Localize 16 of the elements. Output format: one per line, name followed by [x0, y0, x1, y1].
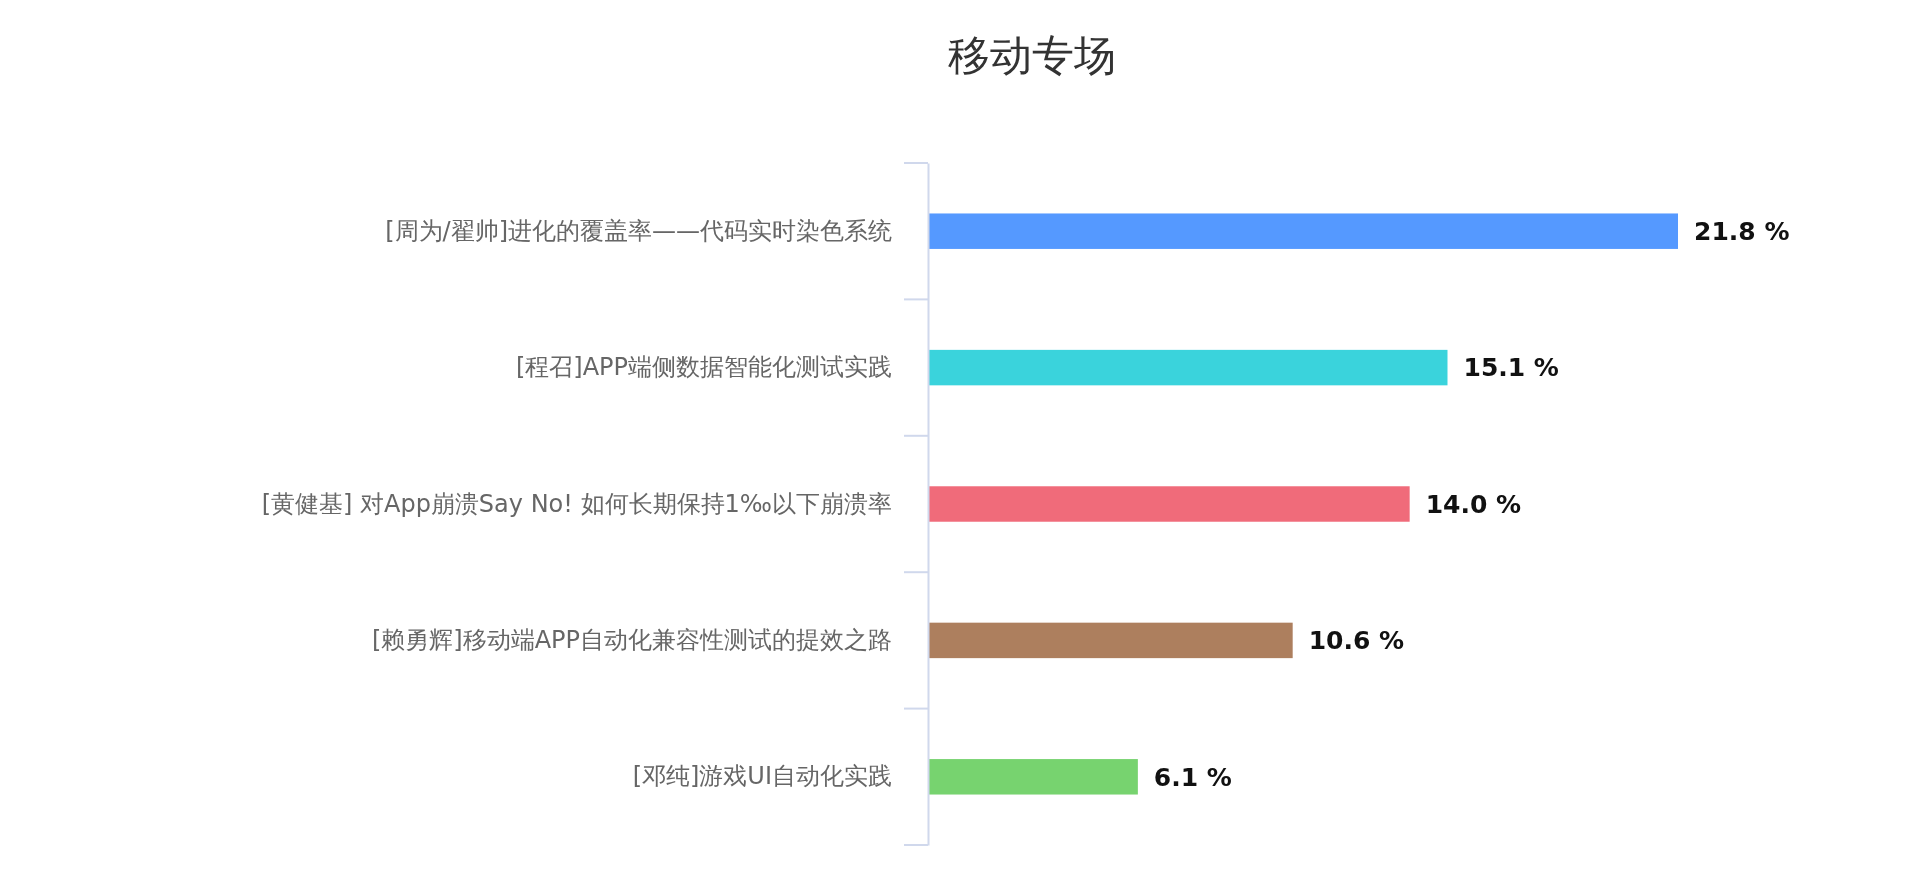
y-tick-label: [赖勇辉]移动端APP自动化兼容性测试的提效之路	[371, 626, 892, 655]
y-tick-label: [邓纯]游戏UI自动化实践	[632, 762, 892, 791]
data-label: 15.1 %	[1463, 353, 1559, 383]
data-label: 10.6 %	[1308, 626, 1405, 656]
y-tick-label: [周为/翟帅]进化的覆盖率——代码实时染色系统	[385, 216, 892, 245]
bar	[928, 759, 1138, 795]
bar	[928, 486, 1410, 522]
bar	[928, 622, 1293, 659]
data-label: 6.1 %	[1153, 762, 1232, 792]
y-tick-label: [黄健基] 对App崩溃Say No! 如何长期保持1‰以下崩溃率	[261, 489, 892, 518]
data-label: 14.0 %	[1425, 489, 1522, 519]
chart-title: 移动专场	[948, 31, 1116, 80]
y-tick-label: [程召]APP端侧数据智能化测试实践	[515, 353, 892, 382]
bar	[928, 349, 1448, 386]
bar	[928, 213, 1678, 249]
data-label: 21.8 %	[1694, 216, 1790, 246]
